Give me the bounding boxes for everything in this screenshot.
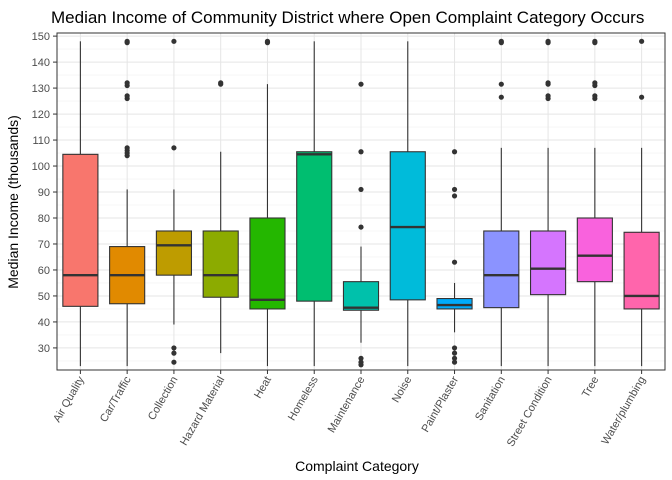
x-tick-label: Collection [146,375,181,423]
outlier-point [451,149,458,155]
outlier-point [451,350,458,356]
outlier-point [218,80,224,86]
box-homeless [296,41,333,367]
x-tick-label: Homeless [286,374,321,423]
box-hazard-material [202,80,239,354]
box-water-plumbing [623,38,660,367]
box-car-traffic [109,38,146,367]
chart-title: Median Income of Community District wher… [51,8,644,27]
outlier-point [592,38,598,44]
outlier-point [171,38,177,44]
box-tree [576,38,613,367]
x-tick-label: Car/Traffic [98,374,134,424]
outlier-point [639,94,645,100]
y-tick-label: 150 [32,31,50,43]
iqr-box [483,230,520,309]
iqr-box [623,231,660,310]
outlier-point [592,93,598,99]
box-heat [249,38,286,367]
outlier-point [358,81,364,87]
box-street-condition [529,38,567,367]
iqr-box [202,230,239,298]
y-tick-label: 50 [38,291,50,303]
outlier-point [358,149,364,155]
outlier-point [451,186,458,193]
x-tick-label: Air Quality [51,374,87,424]
y-axis: 30 40 50 60 70 80 90 100 110 120 130 140 150 [32,31,57,355]
outlier-point [124,80,130,86]
outlier-point [358,224,364,230]
outlier-point [451,259,458,265]
x-tick-label: Hazard Material [178,375,227,448]
iqr-box [529,230,567,296]
y-tick-label: 110 [32,135,50,147]
outlier-point [545,38,551,44]
iqr-box [389,151,426,301]
x-tick-label: Paint/Plaster [420,374,462,434]
x-axis-title: Complaint Category [295,458,419,474]
box-noise [389,41,426,367]
outlier-point [171,145,177,151]
outlier-point [592,80,598,86]
outlier-point [124,93,130,99]
outlier-point [451,193,458,199]
x-tick-label: Maintenance [326,375,368,436]
outlier-point [358,355,364,361]
y-tick-label: 80 [38,213,50,225]
x-tick-label: Water/plumbing [600,375,649,447]
y-tick-label: 60 [38,265,50,277]
y-axis-title: Median Income (thousands) [5,115,21,289]
outlier-point [451,359,458,365]
y-tick-label: 140 [32,57,50,69]
outlier-point [498,94,504,100]
iqr-box [296,151,333,302]
iqr-box [436,297,473,310]
x-tick-label: Sanitation [473,375,508,423]
y-tick-label: 70 [38,239,50,251]
y-tick-label: 30 [38,343,50,355]
iqr-box [155,230,193,276]
y-tick-label: 40 [38,317,50,329]
y-tick-label: 90 [38,187,50,199]
iqr-box [576,217,613,283]
iqr-box [62,153,99,307]
box-paint-plaster [436,149,473,365]
outlier-point [358,186,364,193]
iqr-box [249,217,286,310]
outlier-point [451,345,458,351]
y-tick-label: 100 [32,161,50,173]
outlier-point [171,350,177,356]
outlier-point [545,80,551,86]
x-tick-label: Street Condition [505,375,555,449]
outlier-point [358,359,364,365]
box-sanitation [483,38,520,367]
iqr-box [342,281,380,311]
outlier-point [124,38,130,44]
outlier-point [171,359,177,365]
outlier-point [639,38,645,44]
outlier-point [171,345,177,351]
x-tick-label: Heat [252,375,274,401]
y-tick-label: 130 [32,83,50,95]
outlier-point [451,355,458,361]
box-air-quality [62,41,99,367]
x-tick-label: Tree [580,375,602,400]
outlier-point [545,93,551,99]
outlier-point [498,81,504,87]
x-tick-label: Noise [390,375,414,405]
outlier-point [498,38,504,44]
outlier-point [264,38,271,44]
outlier-point [124,145,130,151]
box-collection [155,38,193,365]
y-tick-label: 120 [32,109,50,121]
plot-border [56,32,666,371]
box-maintenance [342,81,380,368]
box-layer [62,38,660,368]
